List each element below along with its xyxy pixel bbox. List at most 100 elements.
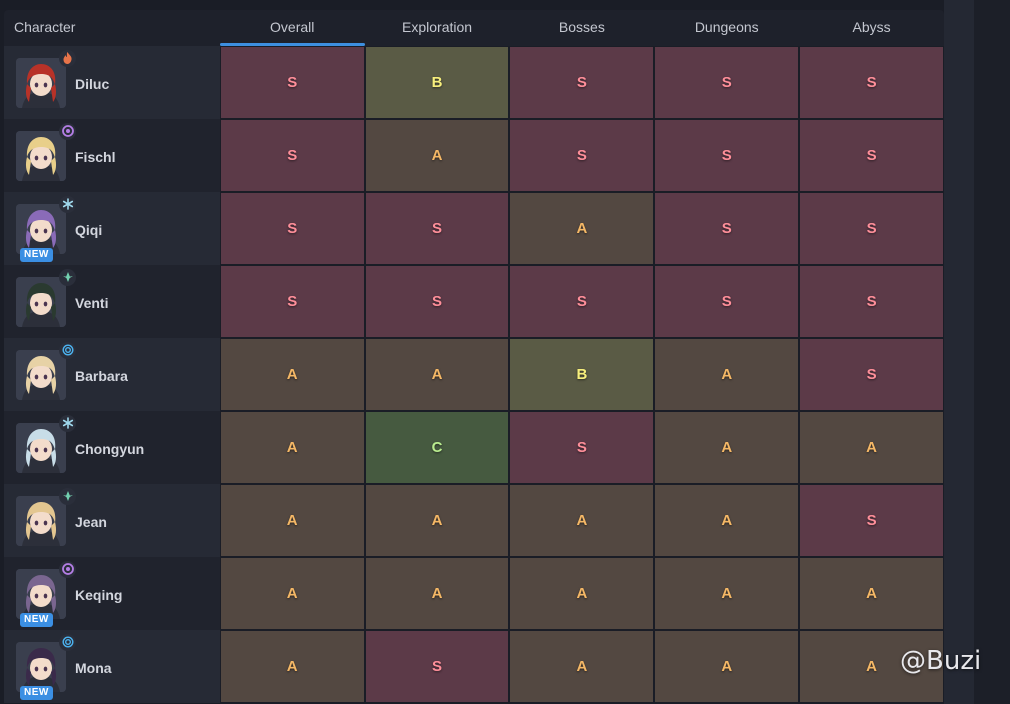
grade-label: S — [287, 147, 298, 164]
new-badge: NEW — [20, 612, 53, 627]
grade-cell-abyss: S — [800, 120, 943, 191]
table-header: Character Overall Exploration Bosses Dun… — [4, 10, 944, 46]
grade-label: A — [721, 439, 733, 456]
grade-label: C — [431, 439, 443, 456]
character-name[interactable]: Barbara — [75, 367, 128, 384]
tab-overall[interactable]: Overall — [219, 10, 365, 46]
grade-cell-exploration: A — [365, 485, 509, 556]
grade-cell-abyss: S — [800, 193, 943, 264]
grade-cell-exploration: S — [365, 266, 509, 337]
grade-cell-dungeons: A — [655, 412, 799, 483]
grade-cell-dungeons: S — [655, 266, 799, 337]
grade-cell-bosses: A — [510, 631, 654, 702]
grade-cell-dungeons: A — [655, 339, 799, 410]
grade-cell-abyss: S — [800, 47, 943, 118]
tab-exploration[interactable]: Exploration — [402, 19, 473, 35]
scrollbar-track[interactable] — [944, 0, 974, 704]
grade-cell-dungeons: A — [655, 485, 799, 556]
grade-label: S — [866, 366, 877, 383]
new-badge: NEW — [20, 247, 53, 262]
character-name[interactable]: Diluc — [75, 75, 110, 92]
character-name[interactable]: Keqing — [75, 586, 123, 603]
character-cell[interactable]: Diluc — [4, 46, 220, 119]
avatar[interactable] — [16, 487, 76, 546]
avatar[interactable]: NEW — [16, 560, 76, 627]
character-cell[interactable]: NEW Qiqi — [4, 192, 220, 265]
pyro-icon — [59, 49, 76, 67]
grade-cell-overall: S — [220, 47, 364, 118]
grade-label: S — [721, 74, 732, 91]
character-cell[interactable]: Jean — [4, 484, 220, 557]
grade-label: S — [866, 220, 877, 237]
grade-label: A — [431, 366, 443, 383]
character-name[interactable]: Qiqi — [75, 221, 103, 238]
character-name[interactable]: Jean — [75, 513, 107, 530]
table-row[interactable]: Venti S S S S S — [4, 265, 944, 338]
grade-label: S — [576, 147, 587, 164]
character-name[interactable]: Chongyun — [75, 440, 145, 457]
character-cell[interactable]: Venti — [4, 265, 220, 338]
character-name[interactable]: Fischl — [75, 148, 116, 165]
grade-cell-dungeons: A — [655, 631, 799, 702]
avatar[interactable]: NEW — [16, 195, 76, 262]
grade-cell-exploration: B — [365, 47, 509, 118]
grade-label: S — [576, 439, 587, 456]
grade-label: A — [721, 366, 733, 383]
grade-cell-bosses: S — [510, 47, 654, 118]
anemo-icon — [59, 487, 76, 505]
table-row[interactable]: Fischl S A S S S — [4, 119, 944, 192]
grade-label: A — [721, 658, 733, 675]
grade-label: B — [576, 366, 588, 383]
grade-cell-overall: A — [220, 412, 364, 483]
character-name[interactable]: Mona — [75, 659, 112, 676]
character-name[interactable]: Venti — [75, 294, 109, 311]
grade-cell-overall: A — [220, 339, 364, 410]
grade-label: A — [286, 585, 298, 602]
hydro-icon — [59, 341, 76, 359]
table-row[interactable]: Barbara A A B A S — [4, 338, 944, 411]
character-cell[interactable]: NEW Mona — [4, 630, 220, 703]
table-row[interactable]: Chongyun A C S A A — [4, 411, 944, 484]
grade-label: B — [431, 74, 443, 91]
tab-dungeons[interactable]: Dungeons — [694, 19, 759, 35]
electro-icon — [59, 560, 76, 578]
avatar[interactable] — [16, 122, 76, 181]
grade-cell-bosses: A — [510, 485, 654, 556]
table-row[interactable]: NEW Keqing A A A A A — [4, 557, 944, 630]
avatar[interactable] — [16, 414, 76, 473]
tab-abyss[interactable]: Abyss — [852, 19, 891, 35]
grade-cell-overall: S — [220, 120, 364, 191]
avatar[interactable]: NEW — [16, 633, 76, 700]
avatar[interactable] — [16, 341, 76, 400]
grade-label: S — [866, 512, 877, 529]
character-cell[interactable]: NEW Keqing — [4, 557, 220, 630]
grade-label: A — [576, 658, 588, 675]
grade-label: A — [431, 147, 443, 164]
avatar[interactable] — [16, 268, 76, 327]
grade-cell-exploration: A — [365, 339, 509, 410]
grade-label: S — [432, 658, 443, 675]
character-cell[interactable]: Fischl — [4, 119, 220, 192]
character-cell[interactable]: Barbara — [4, 338, 220, 411]
table-row[interactable]: Jean A A A A S — [4, 484, 944, 557]
grade-label: A — [576, 585, 588, 602]
grade-label: S — [432, 220, 443, 237]
grade-label: A — [866, 439, 877, 456]
table-row[interactable]: NEW Qiqi S S A S S — [4, 192, 944, 265]
table-row[interactable]: NEW Mona A S A A A — [4, 630, 944, 703]
grade-cell-exploration: S — [365, 193, 509, 264]
table-row[interactable]: Diluc S B S S S — [4, 46, 944, 119]
grade-cell-abyss: S — [800, 339, 943, 410]
grade-cell-dungeons: A — [655, 558, 799, 629]
character-cell[interactable]: Chongyun — [4, 411, 220, 484]
grade-label: A — [286, 366, 298, 383]
grade-cell-abyss: S — [800, 485, 943, 556]
grade-cell-overall: A — [220, 558, 364, 629]
grade-label: S — [721, 147, 732, 164]
grade-cell-exploration: S — [365, 631, 509, 702]
avatar[interactable] — [16, 49, 76, 108]
tab-bosses[interactable]: Bosses — [558, 19, 605, 35]
watermark: @Buzi — [900, 646, 982, 676]
grade-label: S — [287, 220, 298, 237]
grade-label: S — [287, 293, 298, 310]
